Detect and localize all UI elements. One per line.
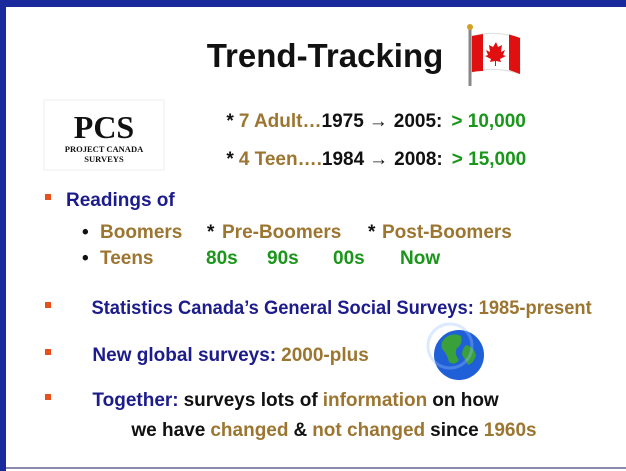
survey-line: * 4 Teen….1984 → 2008: > 15,000 [200,149,542,170]
highlight: not changed [312,420,425,441]
count: > 15,000 [452,149,527,170]
span: 2000-plus [281,345,369,366]
bullet: * [226,149,234,170]
decade: 80s [206,248,238,269]
label: 4 Teen…. [239,149,322,170]
logo-caption: SURVEYS [84,154,124,164]
left-border [0,0,6,471]
text: surveys lots of [184,390,319,411]
bullet-text: Statistics Canada’s General Social Surve… [66,298,607,319]
highlight: 1960s [484,420,537,441]
text: & [293,420,307,441]
highlight: information [323,390,428,411]
dot: • [82,248,89,269]
bullet-text: we have changed & not changed since 1960s [105,420,552,441]
decade: Now [400,248,440,269]
count: > 10,000 [451,111,526,132]
square-bullet [45,394,51,400]
logo-mark: PCS [74,109,134,145]
year: 2008: [394,149,443,170]
star: * [207,222,215,243]
survey-line: * 7 Adult…1975 → 2005: > 10,000 [200,111,542,132]
group: Boomers [100,222,182,243]
logo-caption: PROJECT CANADA [65,144,144,154]
pcs-logo: PCS PROJECT CANADA SURVEYS [43,99,165,171]
year: 2005: [394,111,443,132]
dot: • [82,222,89,243]
text: on how [432,390,499,411]
square-bullet [45,302,51,308]
globe [426,322,484,380]
bullet-text: Together: surveys lots of information on ho… [66,390,515,411]
span: 1985-present [479,298,593,319]
lead: Statistics Canada’s General Social Surve… [91,298,473,319]
title: Trend-Tracking [207,37,444,74]
bullet-text: Readings of [66,190,175,211]
year: 1975 [322,111,365,132]
group: Post-Boomers [382,222,512,243]
arrow: → [369,149,388,170]
bullet-text: New global surveys: 2000-plus [66,345,385,366]
decade: 90s [267,248,299,269]
decade: 00s [333,248,365,269]
text: we have [130,420,205,441]
group: Pre-Boomers [222,222,341,243]
square-bullet [45,349,51,355]
label: 7 Adult… [239,111,322,132]
lead: New global surveys: [92,345,276,366]
teens: Teens [100,248,154,269]
text: since [430,420,479,441]
square-bullet [45,194,51,200]
lead: Together: [92,390,178,411]
canada-flag [467,24,521,86]
star: * [368,222,376,243]
year: 1984 [322,149,365,170]
arrow: → [369,111,388,132]
bullet: * [226,111,234,132]
logo-box [43,99,165,171]
highlight: changed [210,420,288,441]
top-border [0,0,626,7]
